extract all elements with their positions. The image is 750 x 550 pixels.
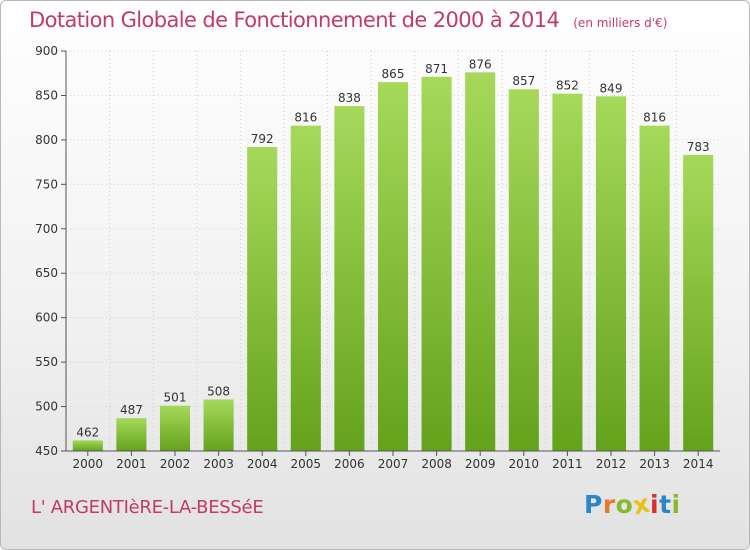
value-label: 865 <box>382 67 405 81</box>
value-label: 783 <box>687 140 710 154</box>
x-tick-label: 2004 <box>247 457 278 471</box>
y-tick-label: 850 <box>35 88 58 102</box>
x-tick-label: 2011 <box>552 457 583 471</box>
x-tick-label: 2009 <box>465 457 496 471</box>
bar-2013 <box>639 125 670 452</box>
y-tick-label: 600 <box>35 311 58 325</box>
chart-title-block: Dotation Globale de Fonctionnement de 20… <box>29 8 667 32</box>
y-tick-label: 500 <box>35 400 58 414</box>
x-tick-label: 2010 <box>509 457 540 471</box>
x-tick-label: 2000 <box>73 457 104 471</box>
commune-name: L' ARGENTIèRE-LA-BESSéE <box>31 497 264 518</box>
x-tick-label: 2002 <box>160 457 191 471</box>
logo-letter: P <box>584 490 603 519</box>
value-label: 501 <box>164 391 187 405</box>
value-label: 838 <box>338 91 361 105</box>
value-label: 792 <box>251 132 274 146</box>
y-tick-label: 750 <box>35 177 58 191</box>
logo-letter: i <box>671 490 681 519</box>
x-tick-label: 2003 <box>203 457 234 471</box>
value-label: 871 <box>425 62 448 76</box>
x-tick-label: 2001 <box>116 457 147 471</box>
logo-letter: r <box>602 490 616 519</box>
bar-2001 <box>116 418 147 451</box>
bar-2012 <box>595 96 627 451</box>
bar-2000 <box>72 440 103 451</box>
value-label: 816 <box>294 111 317 125</box>
logo-letter: o <box>615 490 634 519</box>
y-tick-label: 900 <box>35 44 58 58</box>
value-label: 508 <box>207 384 230 398</box>
value-label: 816 <box>643 111 666 125</box>
logo-letter: t <box>659 490 672 519</box>
x-tick-label: 2005 <box>291 457 322 471</box>
y-tick-label: 700 <box>35 222 58 236</box>
x-tick-label: 2012 <box>596 457 627 471</box>
value-label: 876 <box>469 57 492 71</box>
bar-2004 <box>247 147 278 451</box>
x-tick-label: 2014 <box>683 457 714 471</box>
proxiti-logo: Proxiti <box>584 489 681 521</box>
value-label: 852 <box>556 79 579 93</box>
chart-title: Dotation Globale de Fonctionnement de 20… <box>29 8 560 32</box>
value-label: 849 <box>600 81 623 95</box>
x-tick-label: 2013 <box>639 457 670 471</box>
x-tick-label: 2006 <box>334 457 365 471</box>
value-label: 462 <box>76 425 99 439</box>
x-tick-label: 2008 <box>421 457 452 471</box>
bar-2005 <box>290 125 321 452</box>
data-labels: 462 487 501 508 792 816 838 865 871 876 857 852 849 8… <box>76 57 709 439</box>
bar-2002 <box>159 405 191 451</box>
axes: 450 500 550 600 650 700 750 800 850 900 2000 2001 20… <box>35 44 720 471</box>
y-tick-label: 650 <box>35 266 58 280</box>
value-label: 857 <box>512 74 535 88</box>
logo-letter: i <box>650 490 660 519</box>
bar-2006 <box>334 106 365 451</box>
bar-2008 <box>421 76 452 452</box>
y-tick-label: 450 <box>35 444 58 458</box>
bar-2003 <box>203 399 234 451</box>
bar-2011 <box>552 93 583 452</box>
value-label: 487 <box>120 403 143 417</box>
bar-2010 <box>508 89 539 451</box>
y-tick-label: 800 <box>35 133 58 147</box>
chart-unit-subtitle: (en milliers d'€) <box>573 16 668 30</box>
x-tick-label: 2007 <box>378 457 409 471</box>
bar-2007 <box>377 82 409 451</box>
bar-2009 <box>465 72 496 451</box>
y-tick-label: 550 <box>35 355 58 369</box>
bars <box>72 72 714 452</box>
bar-2014 <box>683 155 714 451</box>
